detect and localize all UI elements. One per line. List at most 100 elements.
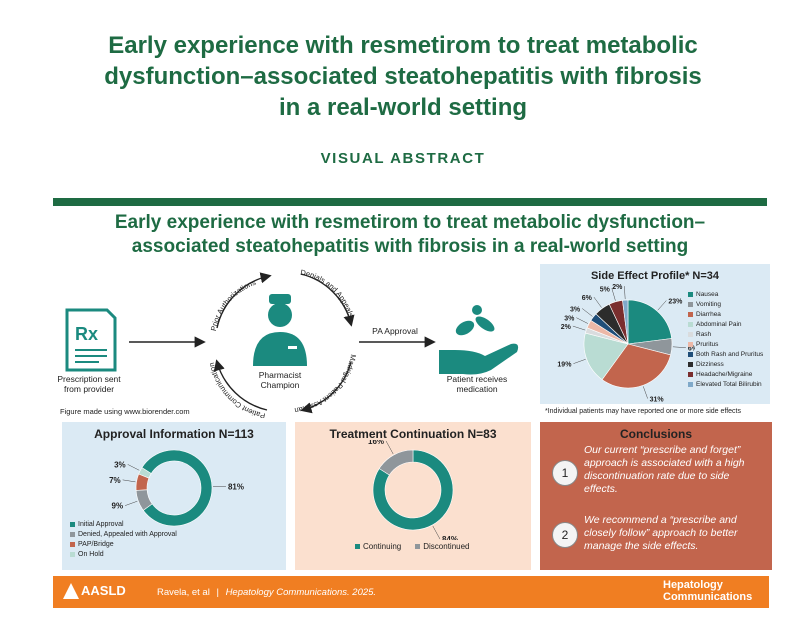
patient-label-line-2: medication <box>456 384 497 394</box>
side-effect-legend-text-vomiting: Vomiting <box>696 301 721 308</box>
side-effect-title: Side Effect Profile* N=34 <box>590 270 720 282</box>
side-effect-legend-text-both-rash-and-pruritus: Both Rash and Pruritus <box>696 351 764 358</box>
side-effect-legend-item-dizziness: Dizziness <box>688 360 763 370</box>
side-effect-legend-swatch-nausea <box>688 291 693 297</box>
conclusion-number-2: 2 <box>552 522 578 548</box>
paper-title-line-1: Early experience with resmetirom to trea… <box>108 32 698 59</box>
side-effect-legend: Nausea Vomiting Diarrhea Abdominal Pain Rash… <box>688 290 763 390</box>
abstract-title-line-2: associated steatohepatitis with fibrosis… <box>131 236 689 257</box>
side-effect-legend-swatch-both-rash-and-pruritus <box>688 351 693 357</box>
prescription-label-line-1: Prescription sent <box>57 374 121 384</box>
side-effect-leader-headache-migraine <box>611 288 616 301</box>
conclusion-1-line-1: Our current “prescribe and forget” <box>584 444 741 456</box>
side-effect-legend-item-elevated-total-bilirubin: Elevated Total Bilirubin <box>688 380 763 390</box>
conclusion-text-2: We recommend a “prescribe and closely fo… <box>584 514 738 553</box>
side-effect-label-headache-migraine: 5% <box>600 286 611 293</box>
side-effect-pie-chart: 23%6%31%19%2%3%3%6%5%2% <box>557 284 695 402</box>
rx-text: Rx <box>75 324 98 344</box>
side-effect-label-diarrhea: 31% <box>650 397 665 402</box>
side-effect-legend-item-headache-migraine: Headache/Migraine <box>688 370 763 380</box>
approval-panel: Approval Information N=113 81% 9% 7% 3% Ini… <box>62 422 286 570</box>
aasld-logo-text: AASLD <box>81 583 126 598</box>
treatment-slice-continuing <box>372 449 454 531</box>
side-effect-legend-text-headache-migraine: Headache/Migraine <box>696 371 753 378</box>
side-effect-legend-item-vomiting: Vomiting <box>688 300 763 310</box>
approval-legend-item-pap-bridge: PAP/Bridge <box>70 540 177 550</box>
side-effect-label-pruritus: 3% <box>564 316 575 323</box>
side-effect-panel: Side Effect Profile* N=34 23%6%31%19%2%3… <box>540 264 770 404</box>
approval-legend-item-initial-approval: Initial Approval <box>70 520 177 530</box>
citation-journal: Hepatology Communications. 2025. <box>225 587 377 598</box>
side-effect-leader-abdominal-pain <box>573 359 586 364</box>
approval-slice-on-hold <box>138 467 152 479</box>
conclusion-2-line-3: manage the side effects. <box>584 540 699 552</box>
side-effect-legend-swatch-rash <box>688 331 693 337</box>
approval-legend-item-denied-appealed-with-approval: Denied, Appealed with Approval <box>70 530 177 540</box>
footer-bar: AASLD Ravela, et al | Hepatology Communi… <box>53 576 769 608</box>
approval-legend-swatch-denied-appealed-with-approval <box>70 531 75 537</box>
treatment-legend-swatch-discontinued <box>415 544 421 550</box>
treatment-donut-chart: 84% 16% <box>368 440 458 540</box>
aasld-logo-icon <box>63 583 79 599</box>
approval-legend-text-denied-appealed-with-approval: Denied, Appealed with Approval <box>78 531 177 538</box>
approval-legend-text-pap-bridge: PAP/Bridge <box>78 541 114 548</box>
conclusions-title: Conclusions <box>619 427 692 441</box>
side-effect-leader-vomiting <box>672 346 686 348</box>
side-effect-label-vomiting: 6% <box>688 346 695 353</box>
side-effect-legend-text-nausea: Nausea <box>696 291 719 298</box>
treatment-legend-text-discontinued: Discontinued <box>423 542 470 551</box>
side-effect-leader-nausea <box>657 300 667 311</box>
side-effect-label-both-rash-and-pruritus: 3% <box>570 306 581 313</box>
abstract-title-line-1: Early experience with resmetirom to trea… <box>114 212 706 233</box>
side-effect-legend-item-rash: Rash <box>688 330 763 340</box>
approval-leader-on-hold <box>127 464 140 471</box>
side-effect-slice-nausea <box>627 299 672 345</box>
approval-legend-swatch-on-hold <box>70 551 75 557</box>
workflow-diagram: Rx Prescription sent from provider Prior… <box>55 258 519 418</box>
side-effect-label-elevated-total-bilirubin: 2% <box>612 284 623 291</box>
side-effect-legend-swatch-abdominal-pain <box>688 321 693 327</box>
abstract-title: Early experience with resmetirom to trea… <box>55 211 765 259</box>
hand-with-pills-icon <box>439 305 519 375</box>
approval-legend-text-on-hold: On Hold <box>78 551 104 558</box>
arc-label-prior-auth: Prior Authorizations <box>209 278 257 332</box>
treatment-legend: Continuing Discontinued <box>355 542 484 552</box>
visual-abstract-label: VISUAL ABSTRACT <box>320 150 486 167</box>
conclusion-2-line-2: closely follow” approach to better <box>584 527 738 539</box>
treatment-label-continuing: 84% <box>442 535 458 540</box>
citation-separator: | <box>216 587 219 598</box>
paper-title-line-2: dysfunction–associated steatohepatitis w… <box>104 63 702 90</box>
side-effect-leader-diarrhea <box>643 386 648 399</box>
approval-label-pap-bridge: 7% <box>109 476 121 485</box>
arc-denials <box>300 273 355 327</box>
treatment-legend-text-continuing: Continuing <box>363 542 402 551</box>
conclusion-number-1: 1 <box>552 460 578 486</box>
approval-leader-pap-bridge <box>122 479 136 483</box>
pharmacist-label-line-2: Champion <box>261 380 300 390</box>
side-effect-footnote: *Individual patients may have reported o… <box>545 408 741 415</box>
side-effect-legend-swatch-elevated-total-bilirubin <box>688 381 693 387</box>
side-effect-legend-item-both-rash-and-pruritus: Both Rash and Pruritus <box>688 350 763 360</box>
conclusion-text-1: Our current “prescribe and forget” appro… <box>584 444 745 496</box>
approval-legend-swatch-pap-bridge <box>70 541 75 547</box>
arc-label-communication: Patient Communication <box>207 362 266 418</box>
side-effect-legend-swatch-dizziness <box>688 361 693 367</box>
treatment-title: Treatment Continuation N=83 <box>329 427 497 441</box>
side-effect-leader-both-rash-and-pruritus <box>582 308 593 317</box>
treatment-leader-continuing <box>432 525 441 540</box>
approval-legend-text-initial-approval: Initial Approval <box>78 521 124 528</box>
side-effect-slice-abdominal-pain <box>583 332 629 381</box>
conclusion-2-line-1: We recommend a “prescribe and <box>584 514 737 526</box>
approval-title: Approval Information N=113 <box>94 427 254 441</box>
side-effect-legend-text-abdominal-pain: Abdominal Pain <box>696 321 742 328</box>
arc-madrigal <box>300 361 352 414</box>
treatment-slice-discontinued <box>378 449 414 476</box>
approval-label-denied-appealed-with-approval: 9% <box>112 502 124 511</box>
side-effect-legend-item-abdominal-pain: Abdominal Pain <box>688 320 763 330</box>
patient-label-line-1: Patient receives <box>447 374 507 384</box>
biorender-credit: Figure made using www.biorender.com <box>60 407 190 416</box>
conclusion-1-line-2: approach is associated with a high <box>584 457 745 469</box>
side-effect-legend-item-nausea: Nausea <box>688 290 763 300</box>
approval-slice-initial-approval <box>141 449 213 527</box>
conclusions-panel: Conclusions 1 Our current “prescribe and… <box>540 422 772 570</box>
